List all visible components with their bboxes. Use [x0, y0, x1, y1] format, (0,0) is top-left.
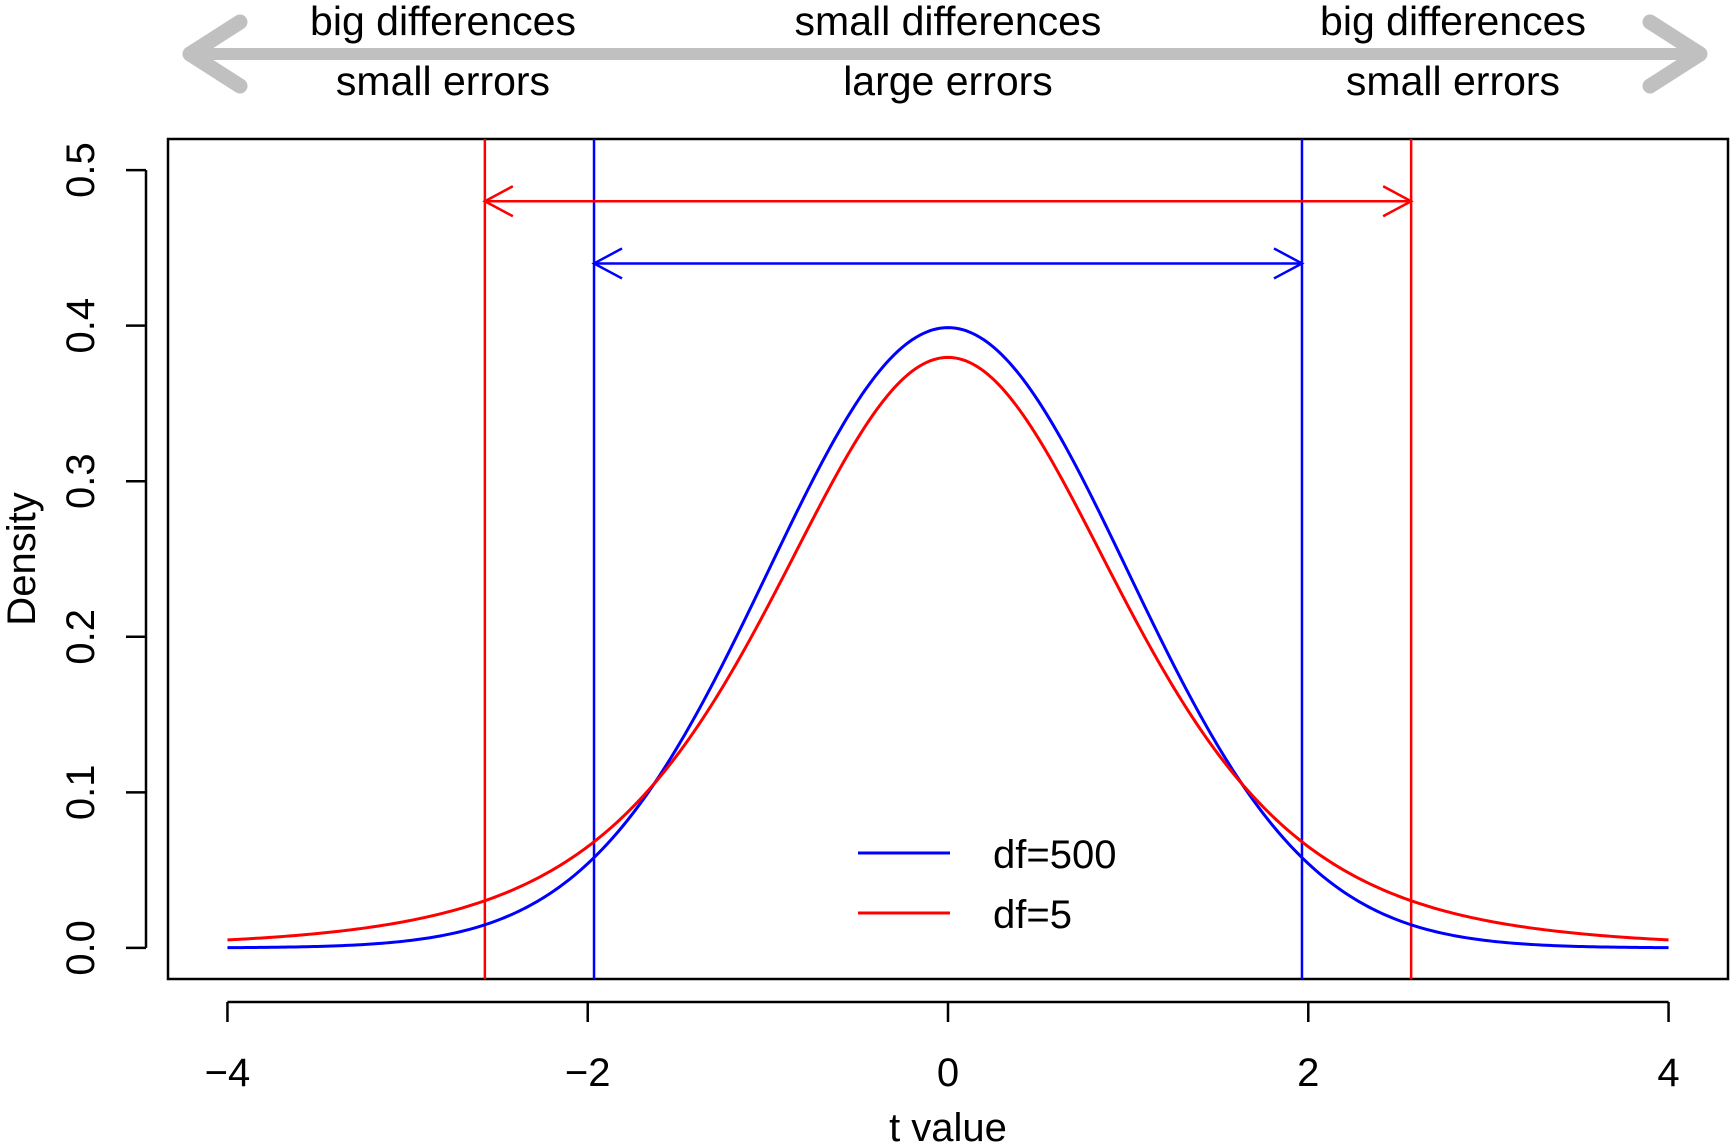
annotation-right-line2: small errors — [1346, 58, 1560, 104]
legend-label-df500: df=500 — [993, 833, 1116, 877]
range-arrow-df5 — [482, 185, 1414, 218]
y-axis: 0.0 0.1 0.2 0.3 0.4 0.5 Density — [0, 142, 148, 976]
series-line-df5 — [227, 355, 1669, 942]
annotation-center-line2: large errors — [843, 58, 1053, 104]
x-tick-label: −2 — [565, 1051, 611, 1095]
critical-lines — [483, 139, 1413, 979]
top-annotations: big differences small errors small diffe… — [310, 0, 1586, 104]
range-arrow-df5-right-head — [1382, 185, 1414, 218]
top-arrow-right-head — [1642, 14, 1708, 94]
y-tick-label: 0.1 — [59, 765, 103, 821]
legend: df=500 df=5 — [858, 833, 1116, 937]
plot-frame — [166, 137, 1730, 981]
x-tick-label: −4 — [205, 1051, 251, 1095]
x-tick-label: 0 — [937, 1051, 959, 1095]
top-double-arrow — [182, 14, 1708, 94]
x-axis: −4 −2 0 2 4 t value — [205, 1000, 1680, 1147]
y-tick-label: 0.0 — [59, 920, 103, 976]
x-axis-title: t value — [889, 1106, 1007, 1147]
range-arrow-df5-left-head — [482, 185, 514, 218]
top-arrow-left-head — [182, 14, 248, 94]
annotation-left-line1: big differences — [310, 0, 576, 44]
y-axis-title: Density — [0, 492, 44, 625]
range-arrow-df500-left-head — [591, 247, 623, 280]
x-tick-label: 2 — [1297, 1051, 1319, 1095]
annotation-left-line2: small errors — [336, 58, 550, 104]
y-tick-label: 0.4 — [59, 298, 103, 354]
series-line-df500 — [227, 326, 1669, 950]
range-arrow-df500 — [591, 247, 1305, 280]
legend-label-df5: df=5 — [993, 893, 1072, 937]
x-axis-ticks: −4 −2 0 2 4 — [205, 1002, 1680, 1095]
annotation-right-line1: big differences — [1320, 0, 1586, 44]
range-arrow-df500-right-head — [1273, 247, 1305, 280]
y-tick-label: 0.2 — [59, 609, 103, 665]
y-tick-label: 0.5 — [59, 142, 103, 198]
x-tick-label: 4 — [1657, 1051, 1679, 1095]
annotation-center-line1: small differences — [795, 0, 1102, 44]
y-axis-ticks: 0.0 0.1 0.2 0.3 0.4 0.5 — [59, 142, 146, 976]
y-tick-label: 0.3 — [59, 453, 103, 509]
